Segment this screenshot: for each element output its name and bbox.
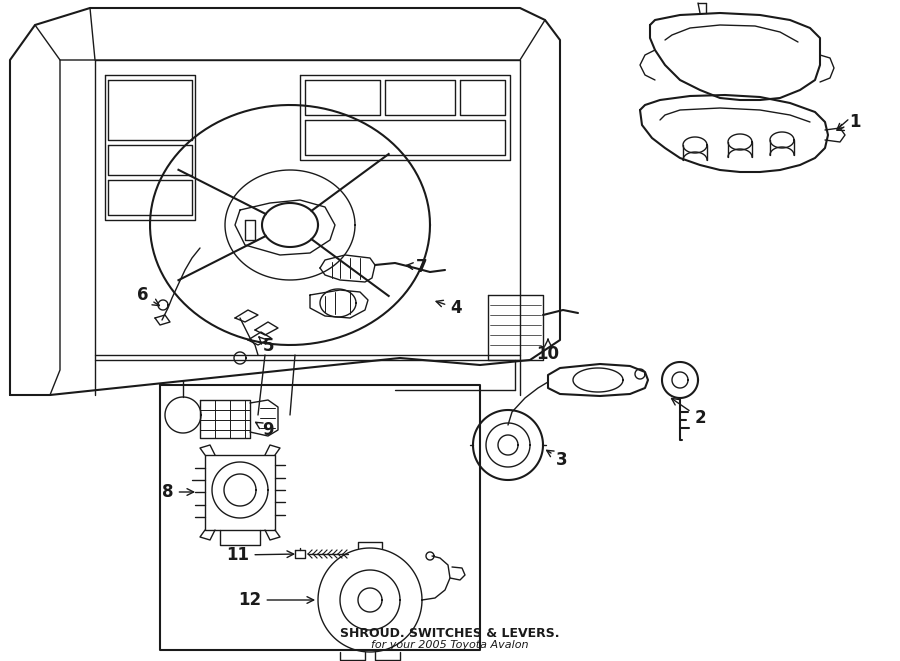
Text: 3: 3 [546,450,568,469]
Text: 8: 8 [162,483,194,501]
Text: 12: 12 [238,591,314,609]
Text: 6: 6 [137,286,159,305]
Text: 11: 11 [227,546,293,564]
Text: 4: 4 [436,299,462,317]
Text: 1: 1 [837,113,860,131]
Text: for your 2005 Toyota Avalon: for your 2005 Toyota Avalon [371,640,529,650]
Text: 2: 2 [671,399,706,427]
Text: 5: 5 [259,337,274,355]
Text: 7: 7 [406,258,428,276]
Text: SHROUD. SWITCHES & LEVERS.: SHROUD. SWITCHES & LEVERS. [340,627,560,640]
Text: 9: 9 [256,421,274,439]
Text: 10: 10 [536,339,560,363]
